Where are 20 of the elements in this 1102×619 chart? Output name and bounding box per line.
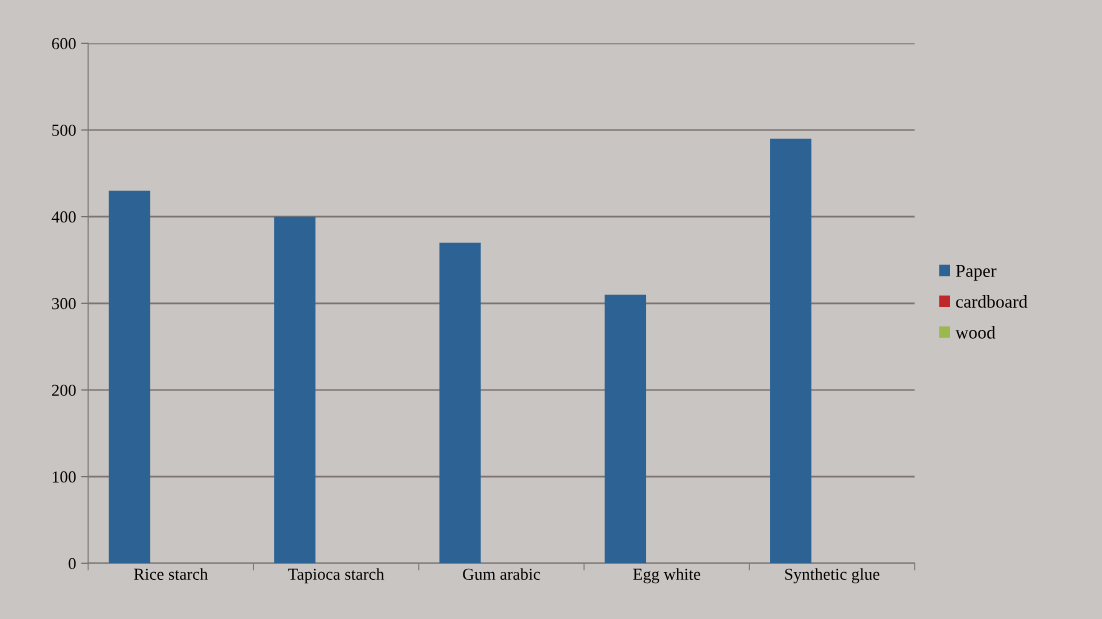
x-tick-label: Synthetic glue (785, 568, 880, 584)
x-tick-label: Rice starch (134, 568, 208, 580)
bar (604, 294, 647, 564)
y-tick-label: 100 (52, 471, 76, 483)
bar (274, 216, 316, 564)
y-tick-label: 500 (52, 124, 76, 136)
y-tick-label: 400 (51, 211, 76, 223)
x-tick-label: Gum arabic (462, 568, 540, 580)
y-tick-label: 200 (52, 384, 76, 396)
bar (108, 190, 151, 564)
x-tick-label: Egg white (633, 568, 701, 584)
bar (439, 242, 481, 564)
legend-label: wood (955, 325, 996, 339)
bar (770, 138, 812, 564)
y-tick-label: 0 (68, 557, 76, 570)
legend-label: cardboard (956, 295, 1028, 308)
y-tick-label: 300 (52, 298, 76, 310)
legend-label: Paper (955, 265, 997, 281)
y-tick-label: 600 (52, 38, 76, 50)
x-tick-label: Tapioca starch (288, 568, 385, 584)
